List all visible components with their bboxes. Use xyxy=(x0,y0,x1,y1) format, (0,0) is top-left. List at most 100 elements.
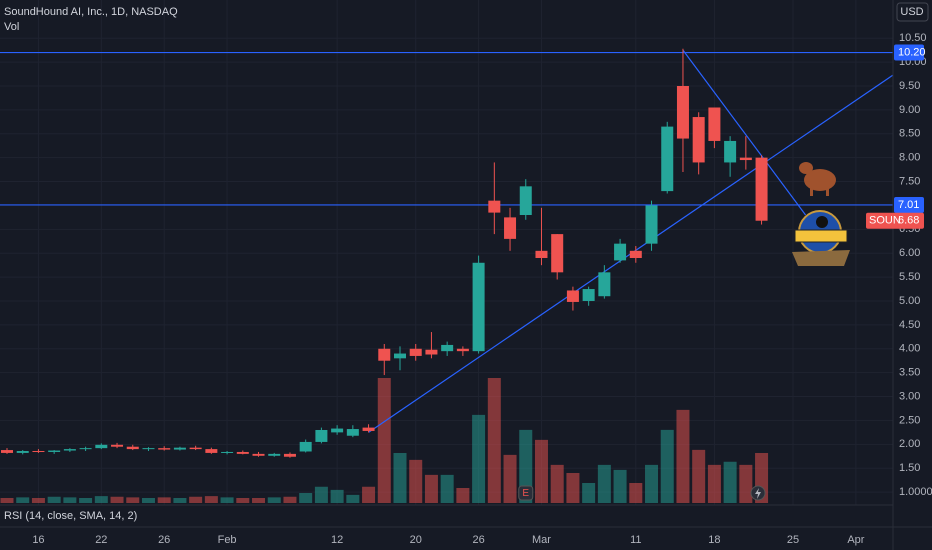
x-tick-label: 26 xyxy=(472,534,484,546)
candle-body xyxy=(692,117,705,163)
volume-bar xyxy=(252,498,266,503)
price-tag-label: 7.01 xyxy=(898,199,919,211)
y-tick-label: 10.50 xyxy=(899,32,927,44)
volume-bar xyxy=(660,429,674,503)
volume-bar xyxy=(299,493,313,503)
volume-bar xyxy=(503,454,517,503)
candle-body xyxy=(362,427,375,431)
candle-body xyxy=(331,428,344,433)
volume-bar xyxy=(566,473,580,503)
candle-body xyxy=(79,448,92,450)
chart-title: SoundHound AI, Inc., 1D, NASDAQ xyxy=(4,6,178,18)
candle-body xyxy=(566,290,579,302)
trend-line xyxy=(682,49,807,216)
volume-bar xyxy=(31,498,45,503)
candle-body xyxy=(519,186,532,215)
volume-bar xyxy=(534,439,548,503)
x-tick-label: 18 xyxy=(708,534,720,546)
candle-body xyxy=(16,451,29,453)
x-tick-label: 26 xyxy=(158,534,170,546)
y-tick-label: 4.00 xyxy=(899,343,920,355)
candle-body xyxy=(48,450,61,452)
candle-body xyxy=(488,200,501,213)
bull-icon xyxy=(799,162,836,196)
price-axis: 10.5010.009.509.008.508.007.506.506.005.… xyxy=(32,32,932,546)
y-tick-label: 1.0000 xyxy=(899,486,932,498)
volume-bar xyxy=(283,496,297,503)
volume-bar xyxy=(173,498,187,503)
candle-body xyxy=(504,217,517,239)
candle-body xyxy=(739,157,752,161)
candle-body xyxy=(142,448,155,450)
volume-bar xyxy=(110,496,124,503)
x-tick-label: Apr xyxy=(847,534,864,546)
x-tick-label: Feb xyxy=(218,534,237,546)
candle-body xyxy=(394,353,406,359)
candle-body xyxy=(551,234,564,273)
candle-body xyxy=(1,450,13,453)
volume-bar xyxy=(409,459,423,503)
candle-body xyxy=(63,449,76,451)
candle-body xyxy=(708,107,721,141)
candle-body xyxy=(755,157,768,221)
y-tick-label: 9.00 xyxy=(899,104,920,116)
volume-bar xyxy=(236,498,250,503)
volume-bar xyxy=(141,498,155,503)
volume-bar xyxy=(582,483,596,503)
volume-bar xyxy=(267,497,281,503)
candle-body xyxy=(441,344,454,352)
price-tag xyxy=(894,196,924,213)
candle-body xyxy=(614,243,627,261)
candle-body xyxy=(456,348,469,352)
volume-bar xyxy=(440,474,454,503)
volume-bar xyxy=(346,494,360,503)
candle-body xyxy=(299,441,312,452)
volume-bar xyxy=(47,496,61,503)
candle-body xyxy=(126,446,139,450)
volume-bar xyxy=(393,453,407,503)
volume-bar xyxy=(314,486,328,503)
candle-body xyxy=(409,348,422,356)
currency-box[interactable] xyxy=(896,2,929,22)
volume-label: Vol xyxy=(4,21,19,33)
price-tag-label: 10.20 xyxy=(898,46,926,58)
candle-body xyxy=(236,451,249,454)
volume-bar xyxy=(645,464,659,503)
y-tick-label: 8.00 xyxy=(899,152,920,164)
candle-body xyxy=(472,262,485,352)
volume-bar xyxy=(377,378,391,503)
candle-body xyxy=(221,451,234,453)
candle-body xyxy=(346,429,359,436)
candle-body xyxy=(661,126,674,192)
volume-bar xyxy=(739,464,753,503)
x-tick-label: 11 xyxy=(630,534,641,546)
y-tick-label: 3.50 xyxy=(899,367,920,379)
volume-bar xyxy=(79,498,93,503)
x-tick-label: Mar xyxy=(532,534,551,546)
volume-bar xyxy=(424,474,438,503)
candle-body xyxy=(535,250,548,258)
candle-body xyxy=(252,453,265,456)
volume-bar xyxy=(692,449,706,503)
candle-body xyxy=(111,444,124,447)
lightning-icon xyxy=(750,485,766,501)
volume-bar xyxy=(220,497,234,503)
candle-body xyxy=(629,250,642,258)
volume-bar xyxy=(487,378,501,503)
event-label: E xyxy=(522,488,529,499)
volume-bar xyxy=(707,464,721,503)
volume-bar xyxy=(519,429,533,503)
y-tick-label: 5.00 xyxy=(899,295,920,307)
y-tick-label: 7.50 xyxy=(899,175,920,187)
volume-bar xyxy=(456,488,470,503)
y-tick-label: 4.50 xyxy=(899,319,920,331)
volume-bar xyxy=(126,497,140,503)
last-price-tag xyxy=(866,212,924,229)
volume-bar xyxy=(629,483,643,503)
candle-body xyxy=(598,272,611,297)
y-tick-label: 2.50 xyxy=(899,414,920,426)
candle-body xyxy=(189,447,202,450)
candle-body xyxy=(676,85,689,139)
